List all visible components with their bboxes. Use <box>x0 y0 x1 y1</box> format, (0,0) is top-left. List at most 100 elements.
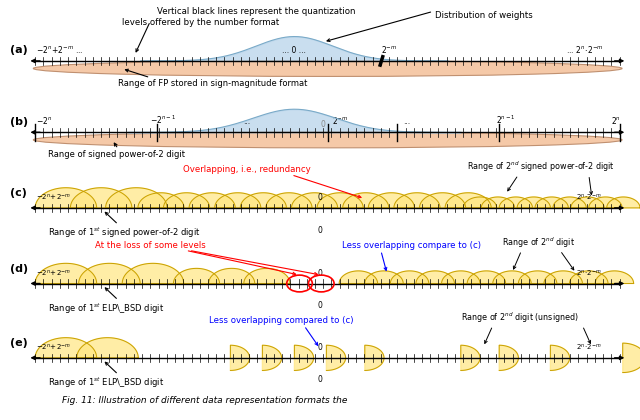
Text: ...: ... <box>243 118 250 126</box>
Text: At the loss of some levels: At the loss of some levels <box>95 241 206 250</box>
Text: $2^n\!\cdot\!2^{-m}$: $2^n\!\cdot\!2^{-m}$ <box>576 342 602 352</box>
Text: $-2^n\!+\!2^{-m}$ ...: $-2^n\!+\!2^{-m}$ ... <box>36 45 84 55</box>
Polygon shape <box>77 338 138 358</box>
Text: (d): (d) <box>10 264 28 274</box>
Polygon shape <box>493 271 531 284</box>
Polygon shape <box>214 193 261 208</box>
Text: 0: 0 <box>320 120 325 129</box>
Polygon shape <box>138 193 184 208</box>
Text: Range of FP stored in sign-magnitude format: Range of FP stored in sign-magnitude for… <box>118 79 308 87</box>
Polygon shape <box>164 193 209 208</box>
Polygon shape <box>499 345 518 370</box>
Polygon shape <box>420 193 466 208</box>
Text: Range of 2$^{nd}$ signed power-of-2 digit: Range of 2$^{nd}$ signed power-of-2 digi… <box>467 160 615 174</box>
Text: Range of 1$^{st}$ ELP\_BSD digit: Range of 1$^{st}$ ELP\_BSD digit <box>48 301 164 315</box>
Text: Less overlapping compare to (c): Less overlapping compare to (c) <box>342 241 481 250</box>
Polygon shape <box>571 197 604 208</box>
Polygon shape <box>544 271 582 284</box>
Text: levels offered by the number format: levels offered by the number format <box>122 18 279 27</box>
Text: 0: 0 <box>317 301 323 310</box>
Polygon shape <box>553 197 586 208</box>
Text: $2^{-m}$: $2^{-m}$ <box>332 116 348 126</box>
Polygon shape <box>294 345 314 370</box>
Text: Distribution of weights: Distribution of weights <box>435 10 533 19</box>
Polygon shape <box>467 271 506 284</box>
Polygon shape <box>173 268 220 284</box>
Text: Overlapping, i.e., redundancy: Overlapping, i.e., redundancy <box>182 165 310 174</box>
Polygon shape <box>390 271 429 284</box>
Text: Range of 1$^{st}$ signed power-of-2 digit: Range of 1$^{st}$ signed power-of-2 digi… <box>48 226 200 240</box>
Polygon shape <box>317 193 363 208</box>
Text: Less overlapping compared to (c): Less overlapping compared to (c) <box>209 316 354 325</box>
Text: 0: 0 <box>317 226 323 234</box>
Polygon shape <box>518 271 557 284</box>
Polygon shape <box>79 263 140 284</box>
Ellipse shape <box>33 60 622 76</box>
Polygon shape <box>368 193 415 208</box>
Text: $2^{n-1}$: $2^{n-1}$ <box>496 114 516 126</box>
Polygon shape <box>35 263 97 284</box>
Polygon shape <box>122 263 184 284</box>
Text: Range of 2$^{nd}$ digit (unsigned): Range of 2$^{nd}$ digit (unsigned) <box>461 311 579 325</box>
Text: (a): (a) <box>10 45 28 55</box>
Text: $-2^{n-1}$: $-2^{n-1}$ <box>150 114 177 126</box>
Polygon shape <box>550 345 570 370</box>
Ellipse shape <box>33 132 622 148</box>
Text: (c): (c) <box>10 188 26 198</box>
Polygon shape <box>595 271 634 284</box>
Polygon shape <box>262 345 282 370</box>
Polygon shape <box>570 271 608 284</box>
Text: 0: 0 <box>317 269 323 278</box>
Polygon shape <box>365 271 403 284</box>
Polygon shape <box>240 193 286 208</box>
Text: 0: 0 <box>317 343 323 352</box>
Polygon shape <box>244 268 290 284</box>
Polygon shape <box>623 343 640 373</box>
Polygon shape <box>589 197 622 208</box>
Text: $2^n\!\cdot\!2^{-m}$: $2^n\!\cdot\!2^{-m}$ <box>576 192 602 202</box>
Text: $-2^n\!+\!2^{-m}$: $-2^n\!+\!2^{-m}$ <box>36 192 72 202</box>
Text: Range of 1$^{st}$ ELP\_BSD digit: Range of 1$^{st}$ ELP\_BSD digit <box>48 375 164 390</box>
Polygon shape <box>481 197 515 208</box>
Polygon shape <box>517 197 550 208</box>
Text: Range of 2$^{nd}$ digit: Range of 2$^{nd}$ digit <box>502 236 575 250</box>
Text: $2^n$: $2^n$ <box>611 116 621 126</box>
Polygon shape <box>339 271 378 284</box>
Polygon shape <box>342 193 388 208</box>
Polygon shape <box>442 271 480 284</box>
Polygon shape <box>189 193 235 208</box>
Polygon shape <box>35 188 97 208</box>
Text: Fig. 11: Illustration of different data representation formats the: Fig. 11: Illustration of different data … <box>62 396 348 405</box>
Polygon shape <box>416 271 454 284</box>
Text: (b): (b) <box>10 117 28 127</box>
Polygon shape <box>35 338 97 358</box>
Text: ...: ... <box>403 118 410 126</box>
Polygon shape <box>70 188 132 208</box>
Polygon shape <box>463 197 497 208</box>
Polygon shape <box>607 197 640 208</box>
Polygon shape <box>266 193 312 208</box>
Text: ... 0 ...: ... 0 ... <box>282 47 307 55</box>
Polygon shape <box>230 345 250 370</box>
Polygon shape <box>106 188 167 208</box>
Text: $2^n\!\cdot\!2^{-m}$: $2^n\!\cdot\!2^{-m}$ <box>576 268 602 278</box>
Polygon shape <box>445 193 492 208</box>
Text: ... $2^n\!\cdot\!2^{-m}$: ... $2^n\!\cdot\!2^{-m}$ <box>566 45 604 55</box>
Text: (e): (e) <box>10 338 28 348</box>
Text: 0: 0 <box>317 193 323 202</box>
Polygon shape <box>499 197 532 208</box>
Polygon shape <box>209 268 255 284</box>
Text: $2^{-m}$: $2^{-m}$ <box>381 45 397 55</box>
Polygon shape <box>326 345 346 370</box>
Text: Vertical black lines represent the quantization: Vertical black lines represent the quant… <box>157 7 355 16</box>
Text: $-2^n\!+\!2^{-m}$: $-2^n\!+\!2^{-m}$ <box>36 342 72 352</box>
Polygon shape <box>394 193 440 208</box>
Text: 0: 0 <box>317 375 323 384</box>
Polygon shape <box>535 197 568 208</box>
Text: $-2^n$: $-2^n$ <box>36 116 53 126</box>
Polygon shape <box>291 193 337 208</box>
Polygon shape <box>461 345 480 370</box>
Polygon shape <box>365 345 384 370</box>
Text: Range of signed power-of-2 digit: Range of signed power-of-2 digit <box>48 150 185 159</box>
Text: $-2^n\!+\!2^{-m}$: $-2^n\!+\!2^{-m}$ <box>36 268 72 278</box>
